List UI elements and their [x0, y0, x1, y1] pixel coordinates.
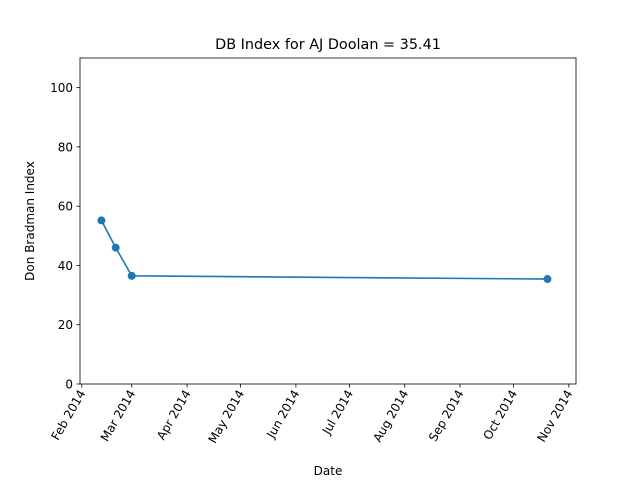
y-tick-label: 60 [58, 200, 73, 214]
y-tick-label: 20 [58, 318, 73, 332]
y-tick-label: 40 [58, 259, 73, 273]
series-line [100, 219, 549, 280]
data-point [97, 216, 106, 225]
data-point [111, 243, 120, 252]
data-point [127, 271, 136, 280]
x-axis-label: Date [314, 464, 343, 478]
y-tick-label: 80 [58, 140, 73, 154]
y-tick-label: 0 [65, 378, 73, 392]
data-point [543, 275, 552, 284]
chart-title: DB Index for AJ Doolan = 35.41 [215, 37, 441, 53]
y-axis-label: Don Bradman Index [23, 161, 37, 281]
y-tick-label: 100 [50, 81, 73, 95]
axes-frame [79, 57, 577, 385]
